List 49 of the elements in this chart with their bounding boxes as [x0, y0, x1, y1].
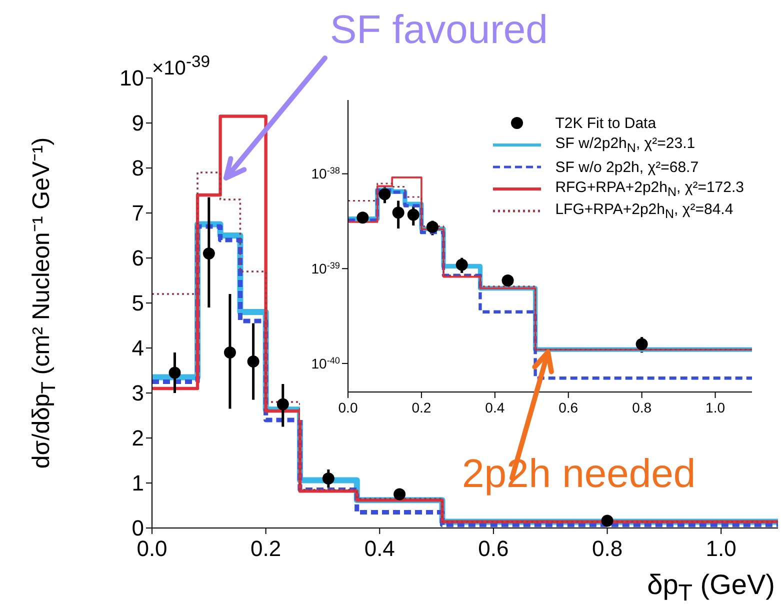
x-tick-label: 1.0 [706, 536, 736, 561]
x-tick-label: 0.8 [592, 536, 623, 561]
x-tick-label: 0.8 [632, 400, 652, 416]
x-tick-label: 0.4 [485, 400, 505, 416]
y-tick-label: 4 [132, 336, 144, 361]
x-tick-label: 0.0 [338, 400, 358, 416]
point [356, 212, 369, 224]
y-tick-label: 6 [132, 246, 144, 271]
x-tick-label: 0.6 [558, 400, 578, 416]
point [636, 338, 648, 350]
point [168, 366, 181, 379]
annotation: ×10$^{-39}$ [152, 52, 210, 81]
point [247, 356, 260, 368]
text: SF favoured [330, 8, 548, 53]
point [394, 488, 406, 500]
annotation: 2p2h needed [462, 452, 696, 497]
y-tick-label: 9 [132, 110, 144, 136]
point [426, 220, 438, 233]
y-tick-label: 5 [132, 290, 144, 316]
legend-label: RFG+RPA+2p2h$_{N}$, χ²=172.3 [555, 179, 744, 199]
legend-label: SF w/2p2h$_{N}$, χ²=23.1 [555, 135, 696, 155]
point [276, 398, 289, 410]
y-tick-label: 10$^{-40}$ [311, 355, 340, 372]
legend-label: SF w/o 2p2h, χ²=68.7 [555, 158, 699, 176]
legend-label: LFG+RPA+2p2h$_{N}$, χ²=84.4 [555, 201, 734, 221]
y-tick-label: 10$^{-39}$ [311, 260, 340, 277]
x-tick-label: 0.2 [250, 536, 282, 561]
y-tick-label: 10 [120, 66, 144, 91]
y-tick-label: 10$^{-38}$ [311, 166, 340, 182]
point [601, 514, 614, 527]
x-tick-label: 1.0 [706, 400, 726, 416]
point [456, 258, 468, 271]
point [392, 206, 404, 219]
x-tick-label: 0.2 [412, 400, 432, 416]
point [378, 188, 391, 200]
y-tick-label: 8 [132, 156, 144, 181]
point [202, 248, 215, 260]
point [407, 208, 420, 221]
y-tick-label: 3 [132, 380, 144, 406]
point [224, 346, 236, 358]
y-tick-label: 7 [132, 200, 144, 226]
x-axis-title: δp$_{T}$ (GeV) [647, 569, 775, 607]
x-tick-label: 0.4 [364, 536, 395, 561]
y-tick-label: 2 [132, 426, 144, 451]
legend-label: T2K Fit to Data [555, 114, 656, 132]
point [502, 274, 514, 286]
y-tick-label: 1 [132, 470, 144, 496]
point [322, 472, 334, 484]
x-tick-label: 0.6 [478, 536, 509, 561]
